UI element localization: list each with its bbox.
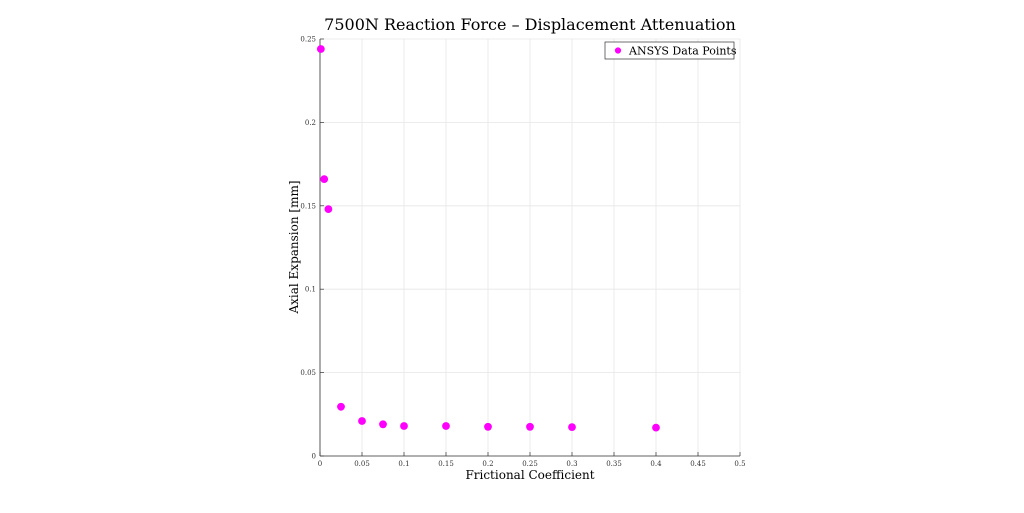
data-point [358, 417, 366, 425]
tick-labels: 0 0.05 0.1 0.15 0.2 0.25 0.3 0.35 0.4 0.45 0.5 0 0.0… [300, 36, 745, 469]
x-tick-label: 0.1 [398, 460, 409, 468]
data-point [324, 205, 333, 214]
legend-label: ANSYS Data Points [628, 45, 737, 58]
y-tick-label: 0.2 [305, 119, 316, 127]
x-tick-label: 0.05 [354, 460, 370, 468]
data-point [400, 422, 408, 430]
data-point [442, 422, 450, 430]
y-tick-label: 0 [312, 453, 316, 461]
x-tick-label: 0.15 [438, 460, 454, 468]
y-axis-label: Axial Expansion [mm] [287, 180, 301, 314]
x-tick-label: 0 [318, 460, 322, 468]
x-tick-label: 0.35 [606, 460, 622, 468]
x-tick-label: 0.3 [566, 460, 577, 468]
chart-title: 7500N Reaction Force – Displacement Atte… [324, 15, 736, 34]
data-points [316, 45, 660, 432]
x-tick-label: 0.4 [650, 460, 662, 468]
data-point [568, 423, 576, 432]
x-tick-label: 0.2 [482, 460, 493, 468]
y-tick-label: 0.25 [300, 36, 316, 44]
axes [319, 38, 741, 457]
legend-box [604, 41, 735, 60]
y-tick-label: 0.15 [300, 202, 316, 210]
data-point [526, 422, 534, 431]
y-tick-label: 0.1 [305, 286, 316, 294]
data-point [316, 45, 325, 53]
data-point [320, 175, 329, 184]
x-tick-label: 0.45 [690, 460, 706, 468]
legend-marker [614, 47, 622, 54]
legend: ANSYS Data Points [604, 41, 737, 60]
x-tick-label: 0.5 [734, 460, 745, 468]
y-tick-label: 0.05 [300, 369, 316, 377]
data-point [484, 422, 492, 431]
x-axis-label: Frictional Coefficient [465, 468, 594, 482]
x-tick-label: 0.25 [522, 460, 538, 468]
data-point [379, 420, 387, 429]
data-point [652, 423, 660, 432]
data-point [337, 402, 345, 411]
